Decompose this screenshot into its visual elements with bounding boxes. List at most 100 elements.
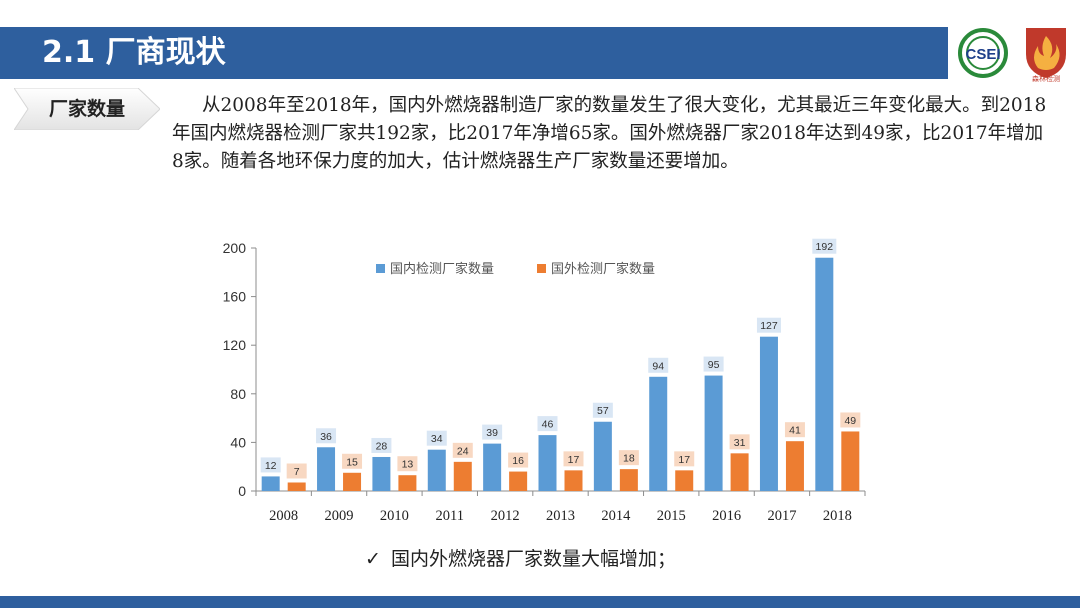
data-label: 7 — [294, 466, 300, 478]
x-tick-label: 2008 — [269, 508, 298, 524]
data-label-bg — [729, 434, 750, 450]
body-paragraph-text: 从2008年至2018年，国内外燃烧器制造厂家的数量发生了很大变化，尤其最近三年… — [172, 95, 1047, 172]
body-paragraph: 从2008年至2018年，国内外燃烧器制造厂家的数量发生了很大变化，尤其最近三年… — [172, 92, 1052, 176]
x-tick-label: 2014 — [601, 508, 631, 524]
data-label-bg — [452, 442, 473, 458]
data-label: 57 — [597, 405, 609, 417]
data-label: 192 — [816, 241, 834, 253]
page-title: 2.1 厂商现状 — [42, 35, 226, 70]
data-label: 13 — [402, 459, 414, 471]
bar-domestic — [538, 435, 557, 491]
bar-domestic — [649, 376, 668, 491]
conclusion-text: 国内外燃烧器厂家数量大幅增加； — [391, 548, 677, 570]
legend-swatch — [537, 264, 546, 273]
data-label: 49 — [844, 415, 856, 427]
bar-domestic — [483, 443, 502, 491]
x-tick-label: 2009 — [325, 508, 354, 524]
bar-domestic — [427, 449, 446, 491]
x-tick-label: 2013 — [546, 508, 575, 524]
bar-foreign — [343, 472, 362, 491]
bar-domestic — [815, 257, 834, 491]
data-label: 24 — [457, 445, 469, 457]
data-label-bg — [508, 452, 529, 468]
bar-foreign — [509, 471, 528, 491]
bar-domestic — [261, 476, 280, 491]
data-label-bg — [784, 422, 805, 438]
x-tick-label: 2012 — [491, 508, 520, 524]
y-tick-label: 120 — [223, 337, 247, 353]
data-label: 28 — [376, 440, 388, 452]
data-label-bg — [648, 357, 669, 373]
data-label-bg — [397, 456, 418, 472]
data-label-bg — [674, 451, 695, 467]
legend-label: 国内检测厂家数量 — [390, 261, 494, 277]
bar-foreign — [675, 470, 694, 491]
data-label: 36 — [320, 431, 332, 443]
data-label: 17 — [678, 454, 690, 466]
data-label-bg — [563, 451, 584, 467]
data-label: 15 — [346, 456, 358, 468]
data-label-bg — [316, 428, 337, 444]
conclusion-line: ✓ 国内外燃烧器厂家数量大幅增加； — [365, 544, 676, 571]
x-tick-label: 2011 — [436, 508, 464, 524]
checkmark-icon: ✓ — [365, 548, 381, 570]
tag-arrow — [14, 88, 160, 130]
data-label-bg — [537, 416, 558, 432]
y-tick-label: 40 — [230, 434, 246, 450]
bar-foreign — [841, 431, 860, 491]
y-tick-label: 0 — [238, 483, 246, 499]
title-bar: 2.1 厂商现状 — [0, 27, 948, 79]
data-label: 16 — [512, 455, 524, 467]
y-tick-label: 160 — [223, 289, 247, 305]
data-label: 46 — [542, 419, 554, 431]
data-label: 31 — [734, 437, 746, 449]
bar-foreign — [453, 461, 472, 491]
data-label-bg — [618, 450, 639, 466]
bar-foreign — [730, 453, 749, 491]
tag-label: 厂家数量 — [48, 98, 125, 120]
bar-foreign — [564, 470, 583, 491]
seal-logo: 森林检测 — [1026, 28, 1066, 82]
data-label: 95 — [708, 359, 720, 371]
bar-chart: 0 40 80 120 160 200 2008 12 7 2009 36 15 2010 28 13 201… — [223, 238, 866, 524]
bar-foreign — [785, 441, 804, 491]
bar-domestic — [317, 447, 336, 491]
data-label-bg — [703, 356, 724, 372]
x-tick-label: 2015 — [657, 508, 686, 524]
data-label-bg — [260, 457, 281, 473]
csei-logo-text: CSEI — [965, 46, 1000, 63]
data-label: 34 — [431, 433, 443, 445]
bar-domestic — [759, 336, 778, 491]
bar-foreign — [398, 475, 417, 491]
csei-logo: CSEI — [958, 28, 1008, 78]
flame-shield-icon — [1034, 36, 1060, 70]
data-label-bg — [592, 402, 613, 418]
data-label: 41 — [789, 425, 801, 437]
bar-domestic — [704, 375, 723, 491]
data-label-bg — [371, 437, 392, 453]
data-label-bg — [426, 430, 447, 446]
x-tick-label: 2018 — [823, 508, 852, 524]
y-tick-label: 80 — [230, 386, 246, 402]
x-tick-label: 2017 — [767, 508, 796, 524]
data-label: 12 — [265, 460, 277, 472]
data-label-bg — [286, 463, 307, 479]
data-label-bg — [812, 238, 837, 254]
x-tick-label: 2016 — [712, 508, 741, 524]
y-tick-label: 200 — [223, 240, 247, 256]
legend-label: 国外检测厂家数量 — [551, 261, 655, 277]
bar-domestic — [593, 421, 612, 491]
x-tick-label: 2010 — [380, 508, 409, 524]
bar-domestic — [372, 456, 391, 491]
seal-logo-text: 森林检测 — [1032, 74, 1060, 82]
data-label: 18 — [623, 453, 635, 465]
footer-bar — [0, 596, 1080, 608]
data-label-bg — [482, 424, 503, 440]
data-label-bg — [342, 453, 363, 469]
data-label-bg — [756, 317, 781, 333]
data-label: 17 — [568, 454, 580, 466]
legend-swatch — [376, 264, 385, 273]
bar-foreign — [619, 469, 638, 491]
data-label: 39 — [486, 427, 498, 439]
data-label: 94 — [652, 360, 664, 372]
